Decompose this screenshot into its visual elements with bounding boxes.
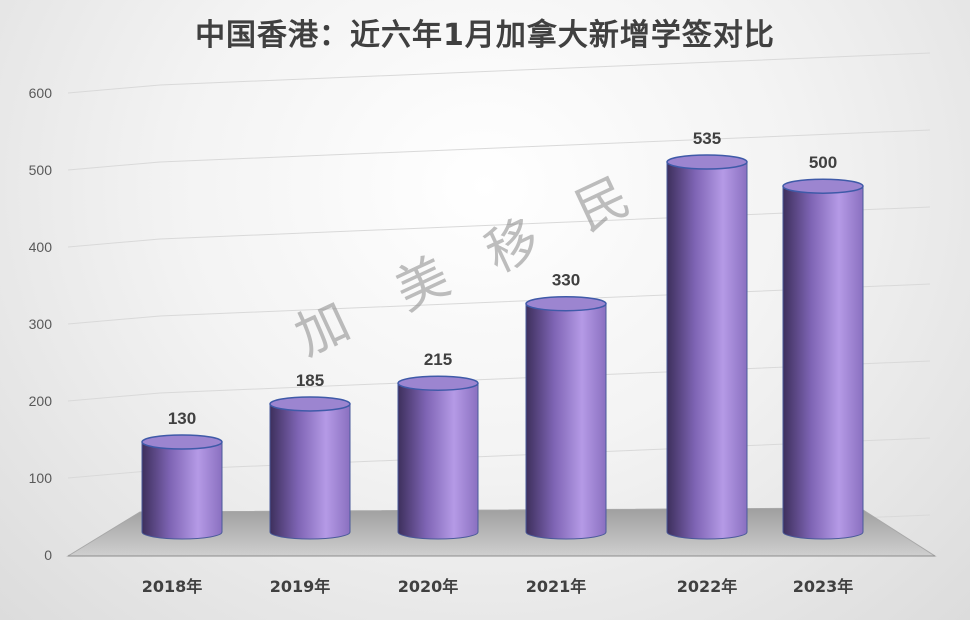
bar-top [666, 154, 748, 170]
y-tick-label: 300 [29, 316, 53, 332]
label-layer: 130 2018年 185 2019年 215 2020年 330 2021年 535 2022年… [142, 129, 854, 596]
data-label: 500 [809, 153, 837, 172]
bar-layer [141, 154, 864, 540]
bar-body [141, 441, 223, 540]
bar [782, 178, 864, 540]
chart-title: 中国香港：近六年1月加拿大新增学签对比 [195, 18, 775, 53]
bar [141, 434, 223, 540]
axis-layer: 0 100 200 300 400 500 600 [29, 85, 53, 563]
x-tick-label: 2019年 [270, 577, 331, 596]
bar-body [525, 303, 607, 540]
x-tick-label: 2018年 [142, 577, 203, 596]
y-tick-label: 400 [29, 239, 53, 255]
bar-top [397, 375, 479, 391]
x-tick-label: 2021年 [526, 577, 587, 596]
x-tick-label: 2023年 [793, 577, 854, 596]
bar-body [666, 161, 748, 540]
bar-top [525, 295, 607, 312]
bar-body [782, 185, 864, 540]
bar [397, 375, 479, 540]
y-tick-label: 200 [29, 393, 53, 409]
data-label: 185 [296, 371, 324, 390]
y-tick-label: 500 [29, 162, 53, 178]
y-tick-label: 100 [29, 470, 53, 486]
bar [525, 295, 607, 540]
bar-body [269, 403, 351, 540]
bar-top [782, 178, 864, 194]
gridline [67, 52, 931, 94]
gridline [67, 129, 931, 171]
data-label: 130 [168, 409, 196, 428]
data-label: 215 [424, 350, 452, 369]
bar-top [269, 396, 351, 412]
data-label: 535 [693, 129, 721, 148]
bar [269, 396, 351, 540]
bar-top [141, 434, 223, 450]
watermark-char: 加 [287, 291, 359, 367]
bar-body [397, 382, 479, 540]
y-tick-label: 0 [44, 547, 52, 563]
y-tick-label: 600 [29, 85, 53, 101]
watermark-char: 民 [567, 166, 639, 242]
data-label: 330 [552, 271, 580, 290]
bar [666, 154, 748, 540]
watermark-char: 移 [477, 208, 549, 284]
x-tick-label: 2022年 [677, 577, 738, 596]
x-tick-label: 2020年 [398, 577, 459, 596]
watermark-char: 美 [387, 246, 459, 322]
